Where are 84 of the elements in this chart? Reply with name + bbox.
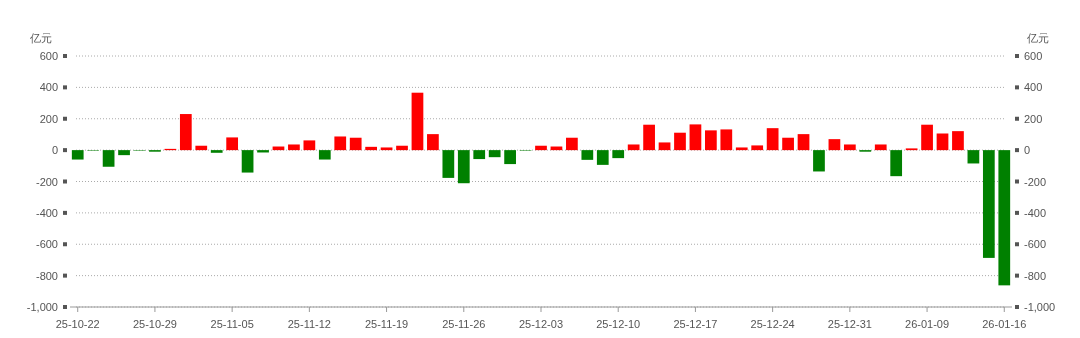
- y-tick-label: 200: [39, 112, 58, 125]
- x-tick-label: 25-12-10: [596, 318, 641, 330]
- bar: [813, 150, 825, 172]
- bar: [596, 150, 609, 165]
- y-tick-label: 400: [39, 81, 58, 94]
- bar: [674, 132, 686, 151]
- bar: [473, 150, 486, 160]
- bar: [874, 144, 887, 151]
- bar: [380, 147, 393, 151]
- bar: [195, 145, 208, 151]
- bar: [210, 150, 223, 153]
- bar: [612, 150, 625, 159]
- bar: [720, 129, 733, 151]
- bar: [411, 92, 424, 151]
- x-tick-label: 25-11-05: [210, 318, 254, 330]
- y2-tick-label: -600: [1024, 238, 1047, 251]
- bar: [334, 136, 347, 151]
- x-tick-label: 25-11-12: [287, 318, 331, 330]
- y2-tick-label: 0: [1024, 144, 1031, 157]
- y2-tick-label: -1,000: [1024, 301, 1056, 313]
- bar: [952, 131, 964, 151]
- bar: [689, 124, 702, 151]
- bar: [226, 137, 239, 151]
- y2-tick-label: -200: [1024, 175, 1047, 188]
- bar: [890, 150, 903, 177]
- x-tick-label: 25-10-29: [132, 318, 177, 330]
- bar: [179, 114, 192, 151]
- bar: [643, 124, 655, 151]
- y2-tick-label: 600: [1024, 50, 1043, 62]
- y-axis-title: 亿元: [29, 32, 52, 44]
- bar: [982, 150, 995, 258]
- bar: [396, 145, 408, 151]
- bar: [442, 150, 455, 178]
- bar: [427, 134, 439, 151]
- x-tick-label: 25-11-19: [364, 318, 409, 330]
- y-tick-label: -800: [35, 269, 58, 282]
- bar: [581, 150, 594, 160]
- bar: [843, 144, 856, 151]
- bar: [535, 145, 547, 151]
- bar: [751, 145, 764, 151]
- y-tick-label: -600: [35, 238, 58, 251]
- bar: [457, 150, 470, 184]
- y2-tick-label: 200: [1024, 112, 1043, 125]
- bar: [241, 150, 254, 173]
- bar: [998, 150, 1011, 286]
- x-tick-label: 25-12-03: [518, 318, 564, 330]
- bar: [365, 146, 377, 151]
- bar: [936, 133, 949, 151]
- bar: [504, 150, 516, 165]
- bar: [921, 124, 933, 151]
- y-tick-label: -400: [35, 206, 58, 219]
- bar: [735, 147, 748, 151]
- x-tick-label: 25-12-17: [673, 318, 718, 330]
- bar: [488, 150, 501, 158]
- y-tick-label: 600: [39, 50, 58, 62]
- bar: [967, 150, 980, 164]
- bar: [797, 134, 810, 151]
- y2-tick-label: 400: [1024, 81, 1043, 94]
- bar: [705, 130, 717, 151]
- y-tick-label: -1,000: [26, 301, 58, 313]
- y2-tick-label: -400: [1024, 206, 1047, 219]
- y2-tick-label: -800: [1024, 269, 1047, 282]
- y-tick-label: -200: [35, 175, 58, 188]
- y2-axis-title: 亿元: [1026, 32, 1049, 44]
- bar: [288, 144, 300, 151]
- bar: [766, 128, 779, 151]
- x-tick-label: 25-12-31: [827, 318, 872, 330]
- y-tick-label: 0: [51, 144, 58, 157]
- bar: [658, 142, 671, 151]
- bar: [627, 144, 640, 151]
- x-tick-label: 25-12-24: [750, 318, 795, 330]
- bar: [566, 137, 578, 151]
- bar: [782, 137, 794, 151]
- x-tick-label: 25-10-22: [55, 318, 100, 330]
- bar: [349, 137, 362, 151]
- x-tick-label: 25-11-26: [442, 318, 486, 330]
- bar: [71, 150, 84, 160]
- bar: [318, 150, 331, 160]
- x-tick-label: 26-01-16: [982, 318, 1027, 330]
- x-tick-label: 26-01-09: [905, 318, 950, 330]
- bar: [118, 150, 130, 156]
- bar: [303, 140, 316, 151]
- bar: [828, 139, 841, 151]
- bar: [102, 150, 115, 167]
